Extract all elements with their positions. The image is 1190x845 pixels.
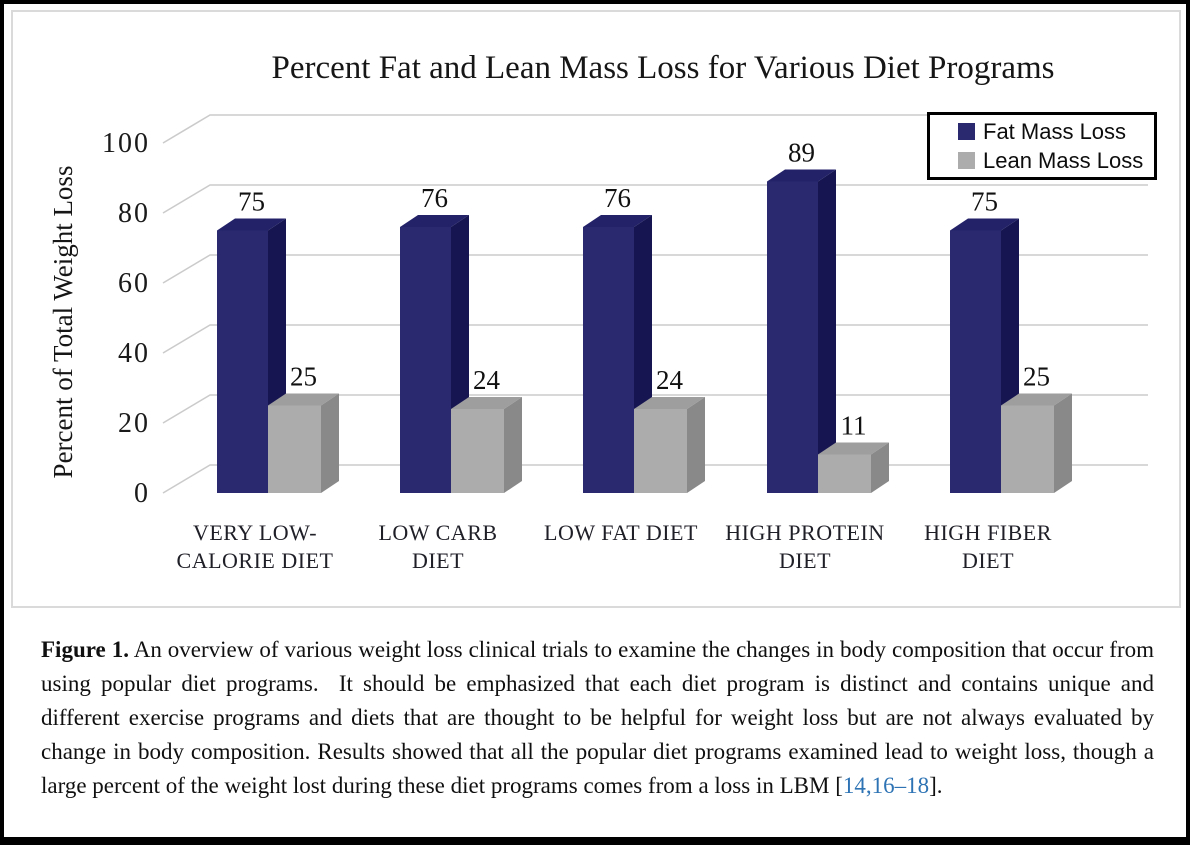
gridline (162, 184, 1148, 214)
bar-front-face (451, 409, 504, 493)
category-label: VERY LOW- (193, 520, 317, 545)
bar-side-face (1054, 393, 1072, 493)
bar-top-face (950, 218, 1019, 231)
category-label: HIGH FIBER (924, 520, 1052, 545)
legend-item-lean-mass-loss: Lean Mass Loss (958, 148, 1154, 174)
bar-value-label: 75 (238, 187, 265, 217)
chart-title: Percent Fat and Lean Mass Loss for Vario… (272, 50, 1055, 86)
y-tick-label: 0 (134, 478, 150, 509)
y-tick-label: 100 (102, 128, 150, 159)
y-tick-label: 60 (118, 268, 150, 299)
bar-value-label: 25 (290, 362, 317, 392)
category-label: DIET (412, 548, 464, 573)
bar-value-label: 76 (421, 183, 448, 213)
bar-top-face (268, 393, 339, 406)
bar-value-label: 75 (971, 187, 998, 217)
figure-caption: Figure 1. An overview of various weight … (41, 633, 1154, 803)
category-label: DIET (779, 548, 831, 573)
legend-label: Lean Mass Loss (983, 147, 1144, 173)
legend-item-fat-mass-loss: Fat Mass Loss (958, 119, 1154, 145)
bar-value-label: 89 (788, 138, 815, 168)
y-tick-label: 80 (118, 198, 150, 229)
bar-front-face (583, 227, 634, 493)
citation-link[interactable]: 14,16–18 (842, 773, 930, 798)
bar-top-face (818, 442, 889, 455)
caption-text: An overview of various weight loss clini… (41, 637, 1154, 798)
category-label: DIET (962, 548, 1014, 573)
bar-top-face (217, 218, 286, 231)
bar-side-face (871, 442, 889, 493)
bar-front-face (217, 230, 268, 493)
fat-mass-loss-swatch (958, 123, 975, 140)
category-label: LOW FAT DIET (544, 520, 698, 545)
category-label: CALORIE DIET (177, 548, 334, 573)
figure-label: Figure 1. (41, 637, 129, 662)
bar-front-face (950, 230, 1001, 493)
citation-bracket-open: [ (835, 773, 843, 798)
citation-bracket-close: ]. (929, 773, 943, 798)
chart-panel: 0 20 40 60 80 100 75 25 VERY LOW- CALORIE DIET 76 2… (11, 10, 1181, 608)
bar-side-face (818, 169, 836, 493)
bar-top-face (1001, 393, 1072, 406)
bar-value-label: 25 (1023, 362, 1050, 392)
legend-label: Fat Mass Loss (983, 118, 1127, 144)
bar-value-label: 24 (473, 365, 501, 395)
bar-front-face (1001, 405, 1054, 493)
y-tick-label: 20 (118, 408, 150, 439)
y-tick-label: 40 (118, 338, 150, 369)
bar-value-label: 76 (604, 183, 631, 213)
bar-side-face (504, 397, 522, 493)
category-label: LOW CARB (378, 520, 497, 545)
bar-front-face (818, 454, 871, 493)
bar-top-face (634, 397, 705, 409)
lean-mass-loss-swatch (958, 152, 975, 169)
bar-front-face (634, 409, 687, 493)
bar-top-face (451, 397, 522, 409)
bar-top-face (400, 215, 469, 227)
gridline (162, 114, 1148, 144)
bar-value-label: 11 (841, 411, 867, 441)
bar-top-face (583, 215, 652, 227)
bar-top-face (767, 169, 836, 182)
chart-legend: Fat Mass Loss Lean Mass Loss (927, 112, 1157, 180)
bar-value-label: 24 (656, 365, 684, 395)
bar-side-face (687, 397, 705, 493)
category-label: HIGH PROTEIN (725, 520, 884, 545)
bar-front-face (400, 227, 451, 493)
chart-plot: 0 20 40 60 80 100 75 25 VERY LOW- CALORIE DIET 76 2… (48, 50, 1148, 573)
bar-front-face (767, 181, 818, 493)
bar-side-face (321, 393, 339, 493)
y-axis-title: Percent of Total Weight Loss (48, 166, 78, 479)
bar-front-face (268, 405, 321, 493)
